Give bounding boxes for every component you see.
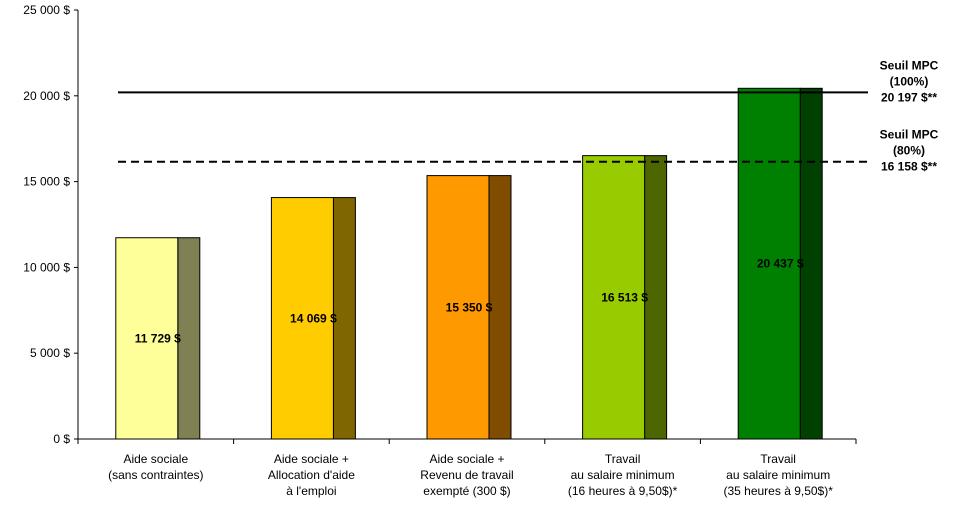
y-tick-label: 15 000 $ [23,175,70,189]
x-category-label: Allocation d'aide [268,468,355,482]
x-category-label: exempté (300 $) [423,484,510,498]
bar [426,175,490,440]
x-category-label: Aide sociale + [274,452,349,466]
y-tick-label: 0 $ [53,432,70,446]
reference-line-label: (100%) [890,74,929,88]
x-category-label: Aide sociale [123,452,188,466]
reference-line-label: 16 158 $** [881,160,937,174]
bar-value-label: 15 350 $ [446,300,493,314]
reference-line-label: Seuil MPC [880,58,939,72]
y-tick-label: 5 000 $ [30,346,70,360]
x-category-label: Travail [760,452,796,466]
x-category-label: (sans contraintes) [108,468,203,482]
bar-side [177,237,201,440]
reference-line-label: 20 197 $** [881,90,937,104]
x-category-label: (16 heures à 9,50$)* [568,484,678,498]
y-tick-label: 20 000 $ [23,89,70,103]
x-category-label: au salaire minimum [571,468,675,482]
x-category-label: Revenu de travail [420,468,513,482]
bar-value-label: 20 437 $ [757,257,804,271]
bar [582,155,646,440]
reference-line-label: Seuil MPC [880,128,939,142]
y-tick-label: 10 000 $ [23,260,70,274]
bar-value-label: 11 729 $ [135,331,181,345]
bar [270,197,334,440]
x-category-label: à l'emploi [286,484,336,498]
reference-line-label: (80%) [893,144,925,158]
x-category-label: au salaire minimum [726,468,830,482]
bar [737,87,801,440]
x-category-label: Travail [605,452,641,466]
x-category-label: (35 heures à 9,50$)* [723,484,833,498]
x-category-label: Aide sociale + [429,452,504,466]
y-tick-label: 25 000 $ [23,3,70,17]
bar-value-label: 16 513 $ [601,290,648,304]
bar-value-label: 14 069 $ [290,311,337,325]
